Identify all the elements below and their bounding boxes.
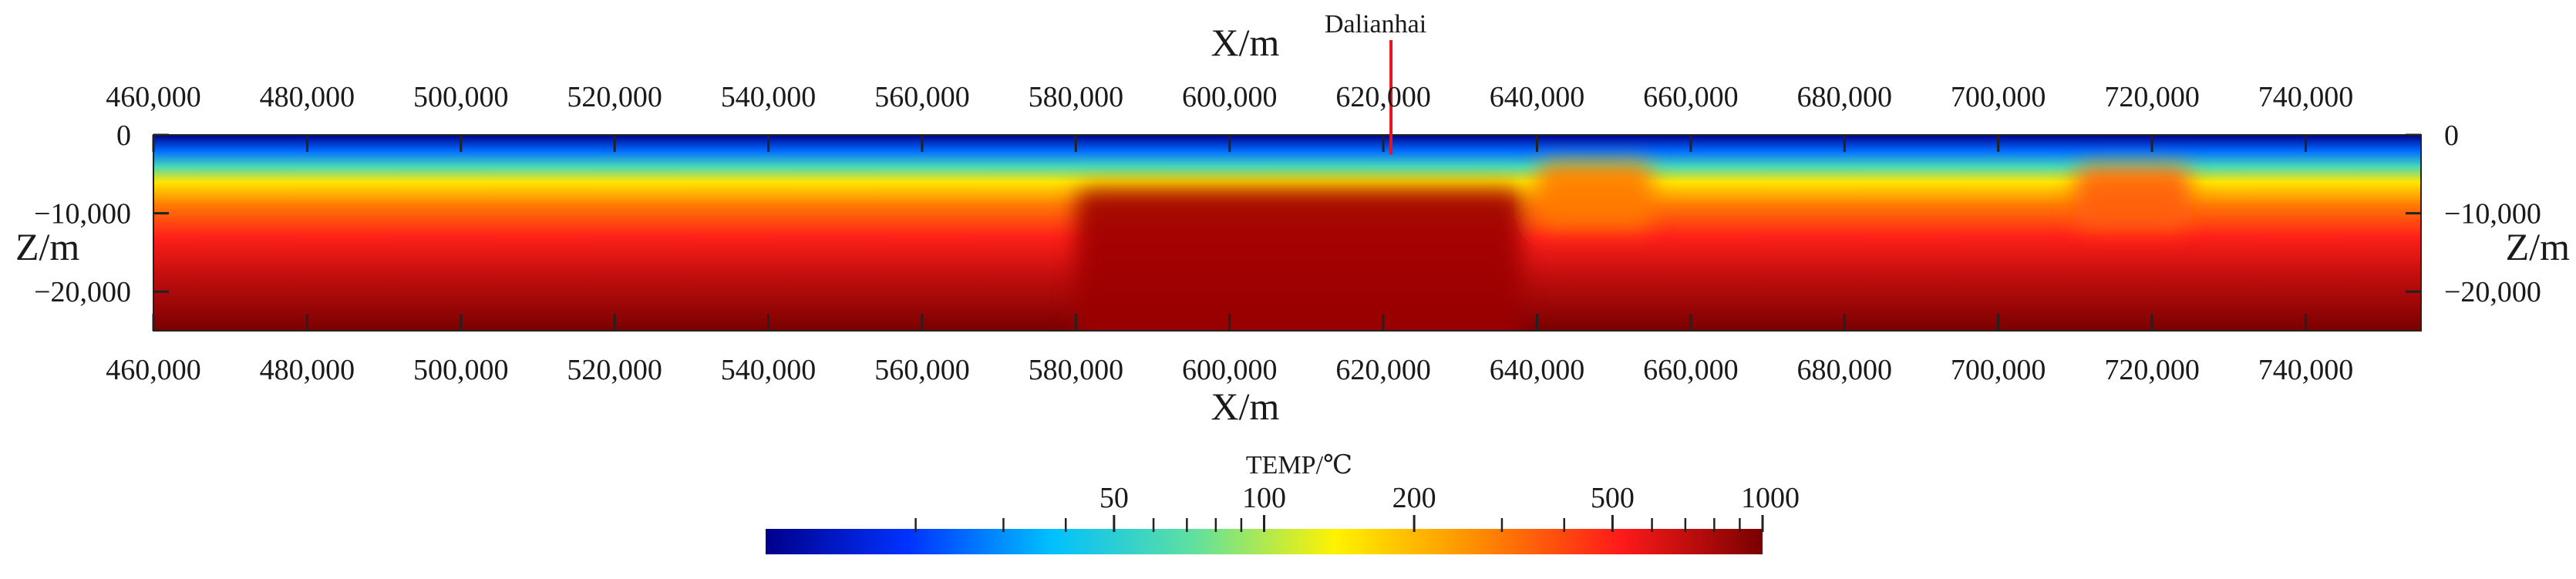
y-tick-label-right-2: −20,000 — [2444, 276, 2541, 308]
y-axis-title-right: Z/m — [2506, 225, 2570, 268]
colorbar-tick-label-0: 50 — [1099, 482, 1129, 514]
colorbar-title: TEMP/℃ — [1246, 451, 1352, 480]
y-tick-label-left-2: −20,000 — [34, 276, 131, 308]
x-tick-label-bottom-7: 600,000 — [1182, 354, 1278, 386]
x-tick-label-top-8: 620,000 — [1335, 81, 1431, 113]
section-plot — [152, 133, 2422, 332]
x-tick-label-bottom-0: 460,000 — [106, 354, 201, 386]
y-tick-label-left-0: 0 — [116, 120, 131, 152]
anomaly-3 — [2075, 166, 2190, 229]
x-tick-labels-bottom: 460,000 480,000 500,000 520,000 540,000 560,0… — [106, 354, 2353, 386]
x-tick-label-top-12: 700,000 — [1951, 81, 2046, 113]
x-tick-label-bottom-4: 540,000 — [721, 354, 817, 386]
x-tick-label-top-6: 580,000 — [1029, 81, 1124, 113]
y-axis-title-left: Z/m — [15, 225, 79, 268]
colorbar-tick-label-4: 1000 — [1741, 482, 1800, 514]
well-label: Dalianhai — [1325, 10, 1426, 39]
x-tick-label-bottom-12: 700,000 — [1951, 354, 2046, 386]
x-tick-label-bottom-1: 480,000 — [260, 354, 355, 386]
y-tick-label-right-1: −10,000 — [2444, 198, 2541, 231]
x-tick-label-bottom-5: 560,000 — [874, 354, 970, 386]
x-tick-label-top-1: 480,000 — [260, 81, 355, 113]
x-tick-label-top-2: 500,000 — [413, 81, 509, 113]
x-tick-label-bottom-14: 740,000 — [2258, 354, 2354, 386]
x-axis-title-bottom: X/m — [1211, 385, 1280, 428]
colorbar-tick-label-1: 100 — [1242, 482, 1286, 514]
x-tick-label-bottom-6: 580,000 — [1029, 354, 1124, 386]
x-tick-label-top-11: 680,000 — [1797, 81, 1893, 113]
y-tick-label-right-0: 0 — [2444, 120, 2459, 152]
x-tick-label-top-10: 660,000 — [1643, 81, 1739, 113]
anomaly-1 — [1076, 190, 1522, 331]
x-tick-label-bottom-2: 500,000 — [413, 354, 509, 386]
y-tick-labels-right: 0 −10,000 −20,000 — [2444, 120, 2541, 308]
x-tick-label-top-3: 520,000 — [567, 81, 662, 113]
anomaly-layer — [1076, 162, 2190, 331]
x-tick-label-top-9: 640,000 — [1490, 81, 1585, 113]
x-tick-label-bottom-13: 720,000 — [2104, 354, 2200, 386]
x-tick-labels-top: 460,000 480,000 500,000 520,000 540,000 560,0… — [106, 81, 2353, 113]
x-tick-label-top-14: 740,000 — [2258, 81, 2354, 113]
section-internal-ticks — [152, 133, 2421, 331]
colorbar-tick-label-2: 200 — [1392, 482, 1436, 514]
x-tick-label-bottom-9: 640,000 — [1490, 354, 1585, 386]
colorbar-tick-label-3: 500 — [1591, 482, 1635, 514]
colorbar-ticks: 50 100 200 500 1000 — [914, 482, 1800, 532]
section-frame — [153, 134, 2422, 332]
x-tick-label-top-5: 560,000 — [874, 81, 970, 113]
x-tick-label-bottom-8: 620,000 — [1335, 354, 1431, 386]
x-axis-title-top: X/m — [1211, 21, 1280, 64]
colorbar: TEMP/℃ 50 100 200 500 1000 — [766, 451, 1800, 554]
y-tick-label-left-1: −10,000 — [34, 198, 131, 231]
x-tick-label-top-4: 540,000 — [721, 81, 817, 113]
y-tick-labels-left: 0 −10,000 −20,000 — [34, 120, 131, 308]
x-tick-label-top-0: 460,000 — [106, 81, 201, 113]
well-marker: Dalianhai — [1325, 10, 1426, 155]
anomaly-2 — [1537, 162, 1653, 229]
colorbar-bar — [766, 529, 1763, 554]
x-tick-label-top-13: 720,000 — [2104, 81, 2200, 113]
x-tick-label-bottom-3: 520,000 — [567, 354, 662, 386]
x-tick-label-bottom-10: 660,000 — [1643, 354, 1739, 386]
x-tick-label-bottom-11: 680,000 — [1797, 354, 1893, 386]
x-tick-label-top-7: 600,000 — [1182, 81, 1278, 113]
